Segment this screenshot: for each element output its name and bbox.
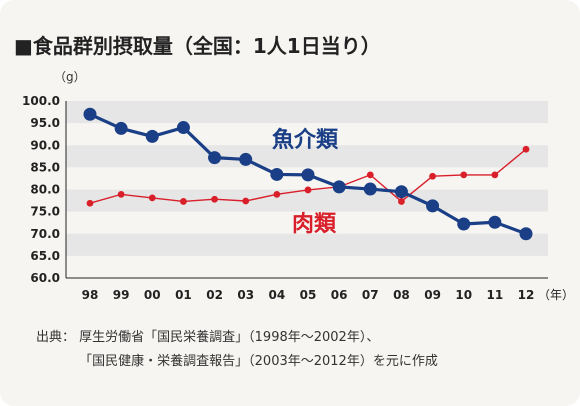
source-text-2: 「国民健康・栄養調査報告」（2003年～2012年）を元に作成 [79,354,438,369]
fish-data-point [301,168,315,182]
y-tick-label: 90.0 [30,138,60,152]
meat-data-point [86,199,94,207]
y-tick-label: 100.0 [22,94,60,108]
fish-data-point [363,182,377,196]
x-tick-label: 04 [269,288,286,302]
y-tick-label: 60.0 [30,271,60,285]
grid-band [66,145,548,168]
grid-band [66,101,548,124]
meat-data-point [522,145,530,153]
meat-data-point [460,171,468,179]
y-tick-label: 70.0 [30,227,60,241]
x-tick-label: 12 [518,288,535,302]
y-tick-label: 95.0 [30,116,60,130]
fish-data-point [208,151,222,165]
x-tick-label: 98 [82,288,99,302]
x-tick-label: 02 [206,288,223,302]
x-tick-label: 01 [175,288,192,302]
meat-data-point [180,198,187,205]
source-line-1: 出典： 厚生労働省「国民栄養調査」（1998年～2002年）、 [36,326,379,345]
source-label: 出典： [36,330,76,345]
fish-data-point [332,180,346,194]
x-tick-label: 05 [300,288,317,302]
meat-data-point [398,198,405,205]
fish-data-point [394,185,408,199]
x-tick-label: 09 [424,288,441,302]
fish-data-point [488,215,502,229]
y-tick-label: 65.0 [30,249,60,263]
x-tick-label: 99 [113,288,130,302]
chart-title: ■食品群別摂取量（全国：1人1日当り） [14,34,381,58]
fish-data-point [145,129,159,143]
fish-data-point [270,167,284,181]
x-tick-label: 03 [237,288,254,302]
fish-series-label: 魚介類 [272,127,339,153]
meat-data-point [148,194,156,202]
meat-data-point [304,186,312,194]
meat-data-point [242,197,250,205]
y-axis-unit: （g） [54,70,86,84]
fish-data-point [426,199,440,213]
y-tick-label: 80.0 [30,183,60,197]
source-text-1: 厚生労働省「国民栄養調査」（1998年～2002年）、 [79,330,380,345]
x-tick-label: 08 [393,288,410,302]
x-tick-label: 00 [144,288,161,302]
source-line-2: 出典： 「国民健康・栄養調査報告」（2003年～2012年）を元に作成 [36,350,438,369]
meat-data-point [211,195,218,203]
fish-data-point [239,152,253,166]
meat-data-point [366,171,374,179]
meat-data-point [273,190,281,198]
x-tick-label: 10 [455,288,472,302]
x-axis-label: （年） [538,288,574,302]
meat-series-label: 肉類 [292,212,337,237]
x-tick-label: 07 [362,288,379,302]
fish-data-point [457,217,471,231]
x-tick-label: 06 [331,288,348,302]
y-tick-label: 85.0 [30,160,60,174]
x-tick-label: 11 [487,288,504,302]
grid-band [66,233,548,256]
y-tick-label: 75.0 [30,205,60,219]
fish-data-point [519,227,533,241]
meat-data-point [491,171,499,179]
meat-data-point [117,190,125,198]
meat-data-point [429,172,436,180]
fish-data-point [83,107,97,121]
fish-data-point [176,121,190,135]
fish-data-point [114,121,128,135]
